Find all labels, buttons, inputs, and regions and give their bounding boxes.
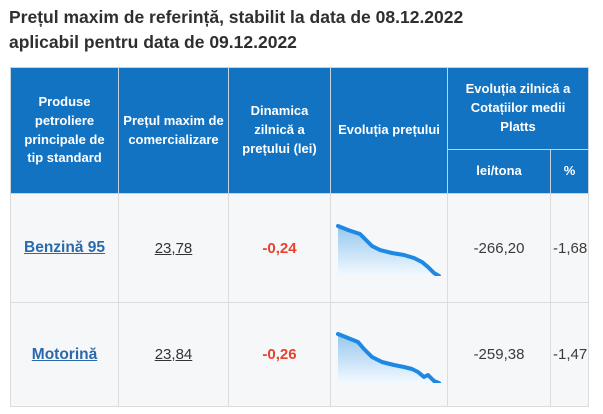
sparkline-line [336,331,441,383]
page-title-line1: Prețul maxim de referință, stabilit la d… [9,7,464,27]
col-header-max-price: Prețul maxim de comercializare [118,67,229,194]
page-title-line2: aplicabil pentru data de 09.12.2022 [9,32,297,52]
cell-product: Motorină [10,302,119,407]
cell-platts-pct: -1,47 [550,302,589,407]
col-header-platts-group: Evoluția zilnică a Cotațiilor medii Plat… [447,67,589,150]
platts-lei-value: -259,38 [473,346,525,363]
max-price-link-motorina[interactable]: 23,84 [154,346,193,363]
cell-platts-lei: -266,20 [447,193,551,303]
table-row-benzina: Benzină 95 23,78 -0,24 [10,193,589,303]
sparkline-chart-benzina [336,224,441,276]
col-header-product: Produse petroliere principale de tip sta… [10,67,119,194]
cell-product: Benzină 95 [10,193,119,303]
max-price-link-benzina[interactable]: 23,78 [154,239,193,257]
col-header-daily-dynamics: Dinamica zilnică a prețului (lei) [228,67,331,194]
header-row-main: Produse petroliere principale de tip sta… [10,67,589,194]
product-link-motorina[interactable]: Motorină [31,345,98,363]
fuel-price-table: Produse petroliere principale de tip sta… [10,67,589,407]
col-header-platts-pct: % [550,149,589,194]
col-header-price-evolution: Evoluția prețului [330,67,448,194]
cell-platts-lei: -259,38 [447,302,551,407]
cell-max-price: 23,84 [118,302,229,407]
cell-sparkline [330,302,448,407]
daily-dynamics-value: -0,24 [262,239,297,257]
daily-dynamics-value: -0,26 [262,346,297,363]
header-row-sub: lei/tona % [11,149,589,194]
cell-daily-dynamics: -0,24 [228,193,331,303]
cell-daily-dynamics: -0,26 [228,302,331,407]
cell-max-price: 23,78 [118,193,229,303]
table-row-motorina: Motorină 23,84 -0,26 [10,302,589,407]
platts-pct-value: -1,68 [553,239,588,257]
page-title: Prețul maxim de referință, stabilit la d… [9,5,597,55]
col-header-platts-lei: lei/tona [447,149,551,194]
platts-lei-value: -266,20 [473,239,525,257]
sparkline-chart-motorina [336,331,441,383]
sparkline-line [336,224,441,276]
product-link-benzina[interactable]: Benzină 95 [24,239,105,256]
platts-pct-value: -1,47 [553,346,588,363]
cell-platts-pct: -1,68 [550,193,589,303]
cell-sparkline [330,193,448,303]
